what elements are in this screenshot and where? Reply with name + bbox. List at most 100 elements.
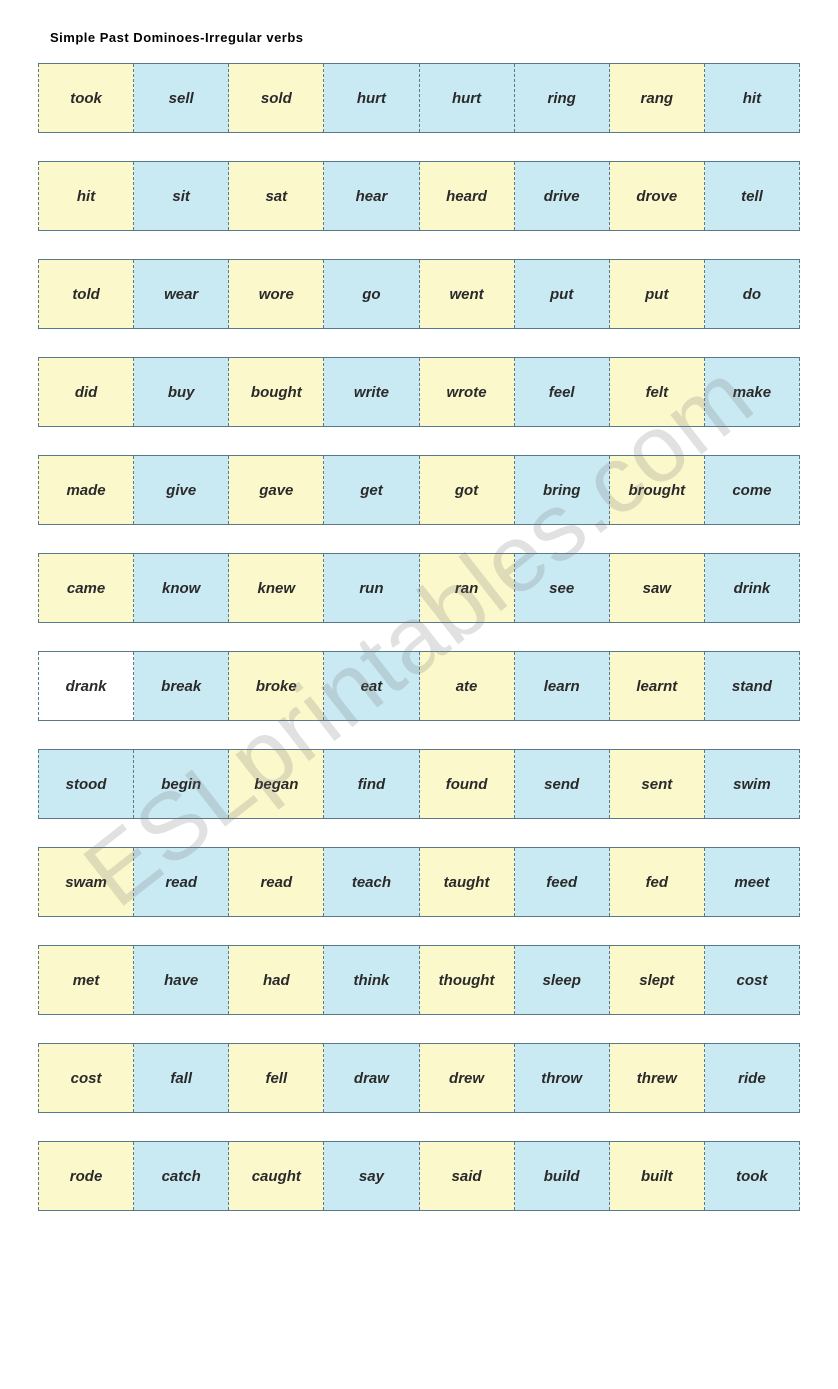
- domino-cell: eat: [324, 652, 419, 720]
- domino-cell: took: [38, 64, 134, 132]
- domino-cell: ring: [515, 64, 610, 132]
- domino-cell: sent: [610, 750, 705, 818]
- domino-cell: wrote: [420, 358, 515, 426]
- domino-cell: thought: [420, 946, 515, 1014]
- domino-cell: swam: [38, 848, 134, 916]
- domino-cell: found: [420, 750, 515, 818]
- domino-cell: go: [324, 260, 419, 328]
- domino-cell: throw: [515, 1044, 610, 1112]
- domino-cell: brought: [610, 456, 705, 524]
- domino-cell: threw: [610, 1044, 705, 1112]
- domino-row: didbuyboughtwritewrotefeelfeltmake: [38, 357, 800, 427]
- domino-cell: buy: [134, 358, 229, 426]
- domino-cell: sell: [134, 64, 229, 132]
- domino-cell: think: [324, 946, 419, 1014]
- domino-cell: began: [229, 750, 324, 818]
- domino-cell: hit: [38, 162, 134, 230]
- domino-cell: put: [610, 260, 705, 328]
- domino-cell: ate: [420, 652, 515, 720]
- domino-row: tooksellsoldhurthurtringranghit: [38, 63, 800, 133]
- domino-cell: made: [38, 456, 134, 524]
- domino-cell: get: [324, 456, 419, 524]
- domino-cell: cost: [38, 1044, 134, 1112]
- domino-cell: did: [38, 358, 134, 426]
- domino-cell: say: [324, 1142, 419, 1210]
- domino-cell: cost: [705, 946, 800, 1014]
- domino-cell: do: [705, 260, 800, 328]
- domino-cell: find: [324, 750, 419, 818]
- domino-cell: feed: [515, 848, 610, 916]
- domino-cell: gave: [229, 456, 324, 524]
- domino-row: hitsitsathearhearddrivedrovetell: [38, 161, 800, 231]
- domino-cell: knew: [229, 554, 324, 622]
- domino-cell: give: [134, 456, 229, 524]
- domino-cell: built: [610, 1142, 705, 1210]
- domino-row: swamreadreadteachtaughtfeedfedmeet: [38, 847, 800, 917]
- domino-row: cameknowknewrunranseesawdrink: [38, 553, 800, 623]
- domino-row: costfallfelldrawdrewthrowthrewride: [38, 1043, 800, 1113]
- domino-cell: heard: [420, 162, 515, 230]
- domino-cell: taught: [420, 848, 515, 916]
- domino-row: rodecatchcaughtsaysaidbuildbuilttook: [38, 1141, 800, 1211]
- domino-cell: sold: [229, 64, 324, 132]
- domino-cell: hear: [324, 162, 419, 230]
- domino-row: madegivegavegetgotbringbroughtcome: [38, 455, 800, 525]
- page-title: Simple Past Dominoes-Irregular verbs: [50, 30, 818, 45]
- domino-cell: begin: [134, 750, 229, 818]
- domino-cell: went: [420, 260, 515, 328]
- domino-cell: had: [229, 946, 324, 1014]
- domino-cell: drove: [610, 162, 705, 230]
- domino-row: methavehadthinkthoughtsleepsleptcost: [38, 945, 800, 1015]
- domino-cell: learn: [515, 652, 610, 720]
- domino-cell: saw: [610, 554, 705, 622]
- domino-cell: hit: [705, 64, 800, 132]
- domino-cell: sat: [229, 162, 324, 230]
- domino-cell: bring: [515, 456, 610, 524]
- domino-cell: drew: [420, 1044, 515, 1112]
- domino-cell: wore: [229, 260, 324, 328]
- domino-cell: read: [134, 848, 229, 916]
- domino-cell: told: [38, 260, 134, 328]
- domino-cell: stood: [38, 750, 134, 818]
- domino-cell: write: [324, 358, 419, 426]
- domino-cell: wear: [134, 260, 229, 328]
- domino-cell: see: [515, 554, 610, 622]
- domino-cell: said: [420, 1142, 515, 1210]
- domino-cell: hurt: [324, 64, 419, 132]
- domino-cell: stand: [705, 652, 800, 720]
- domino-cell: fed: [610, 848, 705, 916]
- domino-cell: drive: [515, 162, 610, 230]
- domino-cell: meet: [705, 848, 800, 916]
- domino-cell: read: [229, 848, 324, 916]
- domino-cell: come: [705, 456, 800, 524]
- domino-cell: tell: [705, 162, 800, 230]
- domino-cell: got: [420, 456, 515, 524]
- domino-cell: ride: [705, 1044, 800, 1112]
- domino-cell: learnt: [610, 652, 705, 720]
- domino-cell: draw: [324, 1044, 419, 1112]
- domino-cell: drank: [38, 652, 134, 720]
- domino-cell: hurt: [420, 64, 515, 132]
- domino-cell: rang: [610, 64, 705, 132]
- domino-cell: bought: [229, 358, 324, 426]
- domino-cell: swim: [705, 750, 800, 818]
- domino-cell: put: [515, 260, 610, 328]
- domino-cell: took: [705, 1142, 800, 1210]
- domino-cell: feel: [515, 358, 610, 426]
- domino-cell: fell: [229, 1044, 324, 1112]
- domino-cell: make: [705, 358, 800, 426]
- domino-row: drankbreakbrokeeatatelearnlearntstand: [38, 651, 800, 721]
- domino-cell: have: [134, 946, 229, 1014]
- domino-cell: felt: [610, 358, 705, 426]
- domino-cell: ran: [420, 554, 515, 622]
- domino-cell: break: [134, 652, 229, 720]
- dominoes-grid: tooksellsoldhurthurtringranghithitsitsat…: [20, 63, 818, 1211]
- domino-cell: caught: [229, 1142, 324, 1210]
- domino-cell: came: [38, 554, 134, 622]
- domino-cell: build: [515, 1142, 610, 1210]
- domino-cell: run: [324, 554, 419, 622]
- domino-cell: sit: [134, 162, 229, 230]
- domino-cell: send: [515, 750, 610, 818]
- domino-cell: catch: [134, 1142, 229, 1210]
- domino-cell: fall: [134, 1044, 229, 1112]
